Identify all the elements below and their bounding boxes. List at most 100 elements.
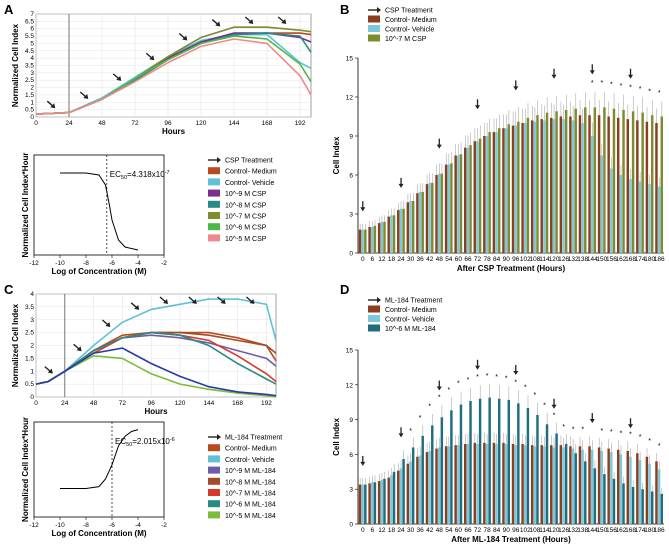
b-bar [626,119,630,253]
a-ec50-label: EC50=4.318x10-7 [110,170,170,181]
b-bar [660,116,664,253]
b-bar [444,164,448,253]
d-bar [483,442,486,524]
a-xtick-label: 120 [196,120,207,127]
c-legend-swatch [208,444,220,452]
b-xtick-label: 156 [606,256,617,263]
d-bar [437,447,441,524]
c-legend-label: Control- Vehicle [225,457,275,464]
b-xtick-label: 126 [558,256,569,263]
b-xtick-label: 84 [493,256,501,263]
b-bar [402,208,405,253]
b-bar [488,132,491,253]
d-significance-star: * [658,443,661,450]
d-treatment-arrow-head [628,424,634,429]
b-bar [622,110,625,253]
b-bar [495,132,498,253]
d-bar [373,482,377,524]
c-inset-xtick-label: -12 [29,522,39,529]
b-bar [526,117,530,253]
d-significance-star: * [457,381,460,388]
c-ytick-label: 1.5 [25,355,34,362]
d-xtick-label: 168 [625,527,636,534]
a-treatment-arrow-head [149,55,155,61]
d-xtick-label: 36 [417,527,425,534]
d-bar [603,474,606,524]
d-bar [600,450,603,524]
b-xtick-label: 54 [445,256,453,263]
d-bar [399,468,403,524]
d-ytick-label: 6 [349,452,353,459]
c-dose-curve [60,429,139,489]
b-bar [483,136,486,253]
b-xtick-label: 180 [644,256,655,263]
b-bar [399,208,403,253]
d-bar [562,447,565,524]
b-legend-label: Control- Vehicle [385,27,435,34]
c-xtick-label: 168 [232,400,243,407]
b-bar [459,154,463,253]
b-significance-star: * [591,80,594,87]
b-bar [533,121,537,253]
a-treatment-arrow-head [116,75,122,81]
b-bar [440,173,444,253]
d-xtick-label: 114 [539,527,550,534]
d-bar [454,445,457,524]
b-bar [504,128,508,253]
b-ytick-label: 15 [346,56,354,63]
d-bar [368,483,371,524]
c-xlabel: Hours [144,407,168,416]
c-xtick-label: 72 [119,400,127,407]
d-legend-swatch [368,315,380,322]
a-ytick-label: 5.5 [25,33,34,40]
b-bar [629,178,632,253]
d-significance-star: * [419,415,422,422]
d-bar [545,424,549,524]
d-xtick-label: 84 [493,527,501,534]
b-treatment-arrow-head [513,86,519,91]
b-bar [631,111,635,253]
panel-label-c: C [4,282,14,297]
c-inset-xtick-label: -4 [135,522,141,529]
b-bar [612,108,616,253]
d-legend-title: ML-184 Treatment [385,298,442,305]
a-xtick-label: 96 [164,120,172,127]
d-bar [463,443,467,524]
d-bar [444,446,448,524]
d-xtick-label: 54 [445,527,453,534]
d-significance-star: * [562,424,565,431]
d-legend-swatch [368,305,380,313]
b-bar [514,125,517,253]
d-bar [571,448,575,524]
d-treatment-arrow-head [513,370,519,375]
d-significance-star: * [524,384,527,391]
d-bar [564,443,568,524]
a-xtick-label: 48 [98,120,106,127]
a-treatment-arrow-head [248,19,254,24]
d-treatment-arrow-head [551,404,557,409]
c-ec50-label: EC50=2.015x10-6 [115,437,175,448]
d-bar [377,481,381,524]
a-ytick-label: 0.5 [25,107,34,114]
b-bar [383,221,386,253]
b-xtick-label: 108 [529,256,540,263]
b-bar [364,229,367,253]
c-chart: 0 24 48 72 96 120 144 168 192 0 0.5 1 1.5 2 2.5 3 3.5 4 Ho… [11,291,277,416]
b-bar [650,115,654,253]
b-bar [377,223,381,253]
a-inset-xtick-label: -2 [161,260,167,267]
b-treatment-arrow-head [436,144,442,149]
a-dose-curve [60,172,139,251]
b-bar [657,186,661,253]
c-inset-ylabel: Normalized Cell Index*Hour [21,417,30,522]
d-bar [364,484,367,524]
c-legend-label: 10^-5 M ML-184 [225,513,276,520]
b-significance-star: * [658,90,661,97]
a-ytick-label: 1.5 [25,92,34,99]
b-ytick-label: 9 [349,134,353,141]
a-inset-ylabel: Normalized Cell Index*Hour [21,153,30,258]
c-legend-title: ML-184 Treatment [225,435,282,442]
b-xtick-label: 6 [371,256,375,263]
b-xtick-label: 48 [436,256,444,263]
b-bar [581,123,584,253]
